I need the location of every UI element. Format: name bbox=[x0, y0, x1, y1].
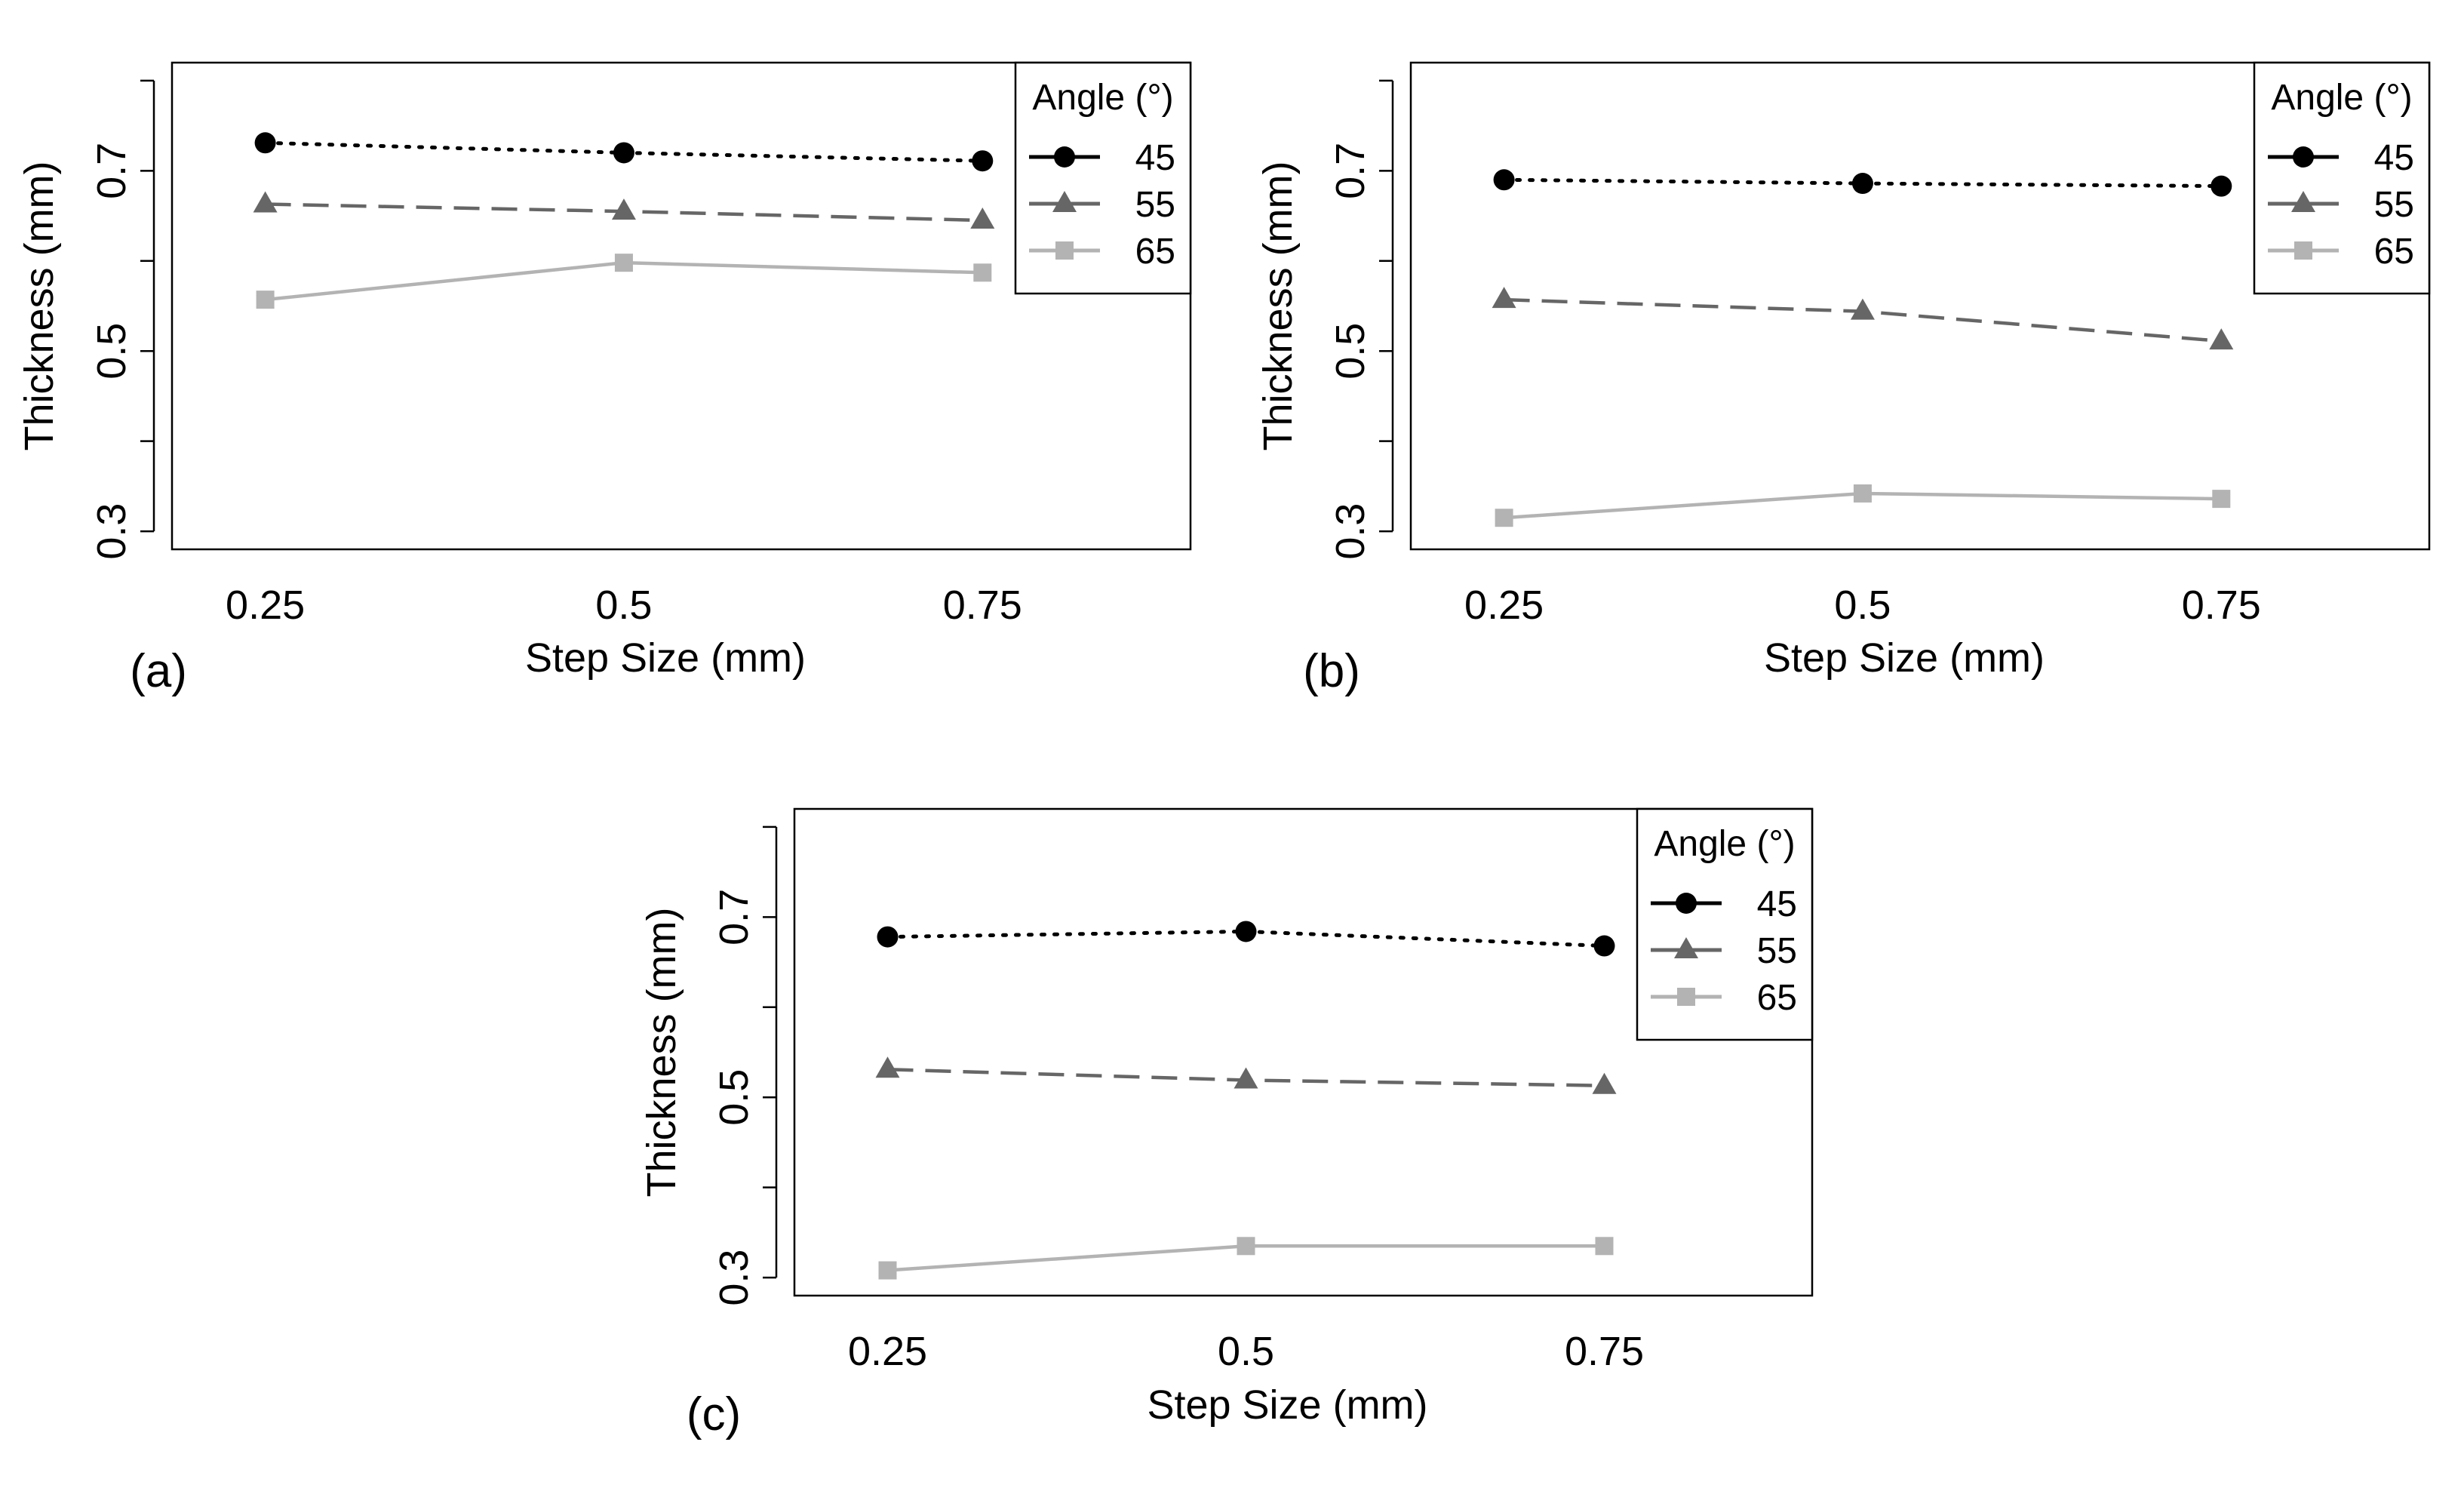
x-tick-label: 0.25 bbox=[848, 1329, 927, 1374]
data-point-65-0.5 bbox=[1237, 1237, 1255, 1256]
series-45 bbox=[1493, 169, 2232, 197]
data-point-65-0.5 bbox=[614, 254, 633, 272]
chart-panel-b: 0.3 0.5 0.7 Thickness (mm) 0.25 0.5 0.75 Step S… bbox=[1255, 61, 2431, 697]
x-axis-label: Step Size (mm) bbox=[525, 635, 806, 681]
data-point-45-0.75 bbox=[2211, 175, 2232, 197]
x-tick-label: 0.5 bbox=[1834, 583, 1891, 628]
chart-panel-c: 0.3 0.5 0.7 Thickness (mm) 0.25 0.5 0.75 Step S… bbox=[639, 807, 1814, 1440]
y-tick-label: 0.5 bbox=[89, 323, 134, 380]
legend-marker-65 bbox=[2294, 241, 2312, 260]
legend-marker-65 bbox=[1055, 241, 1074, 260]
y-tick-label: 0.3 bbox=[1328, 503, 1373, 560]
panel-label: (b) bbox=[1303, 645, 1360, 697]
data-point-65-0.25 bbox=[1495, 509, 1513, 527]
data-point-65-0.5 bbox=[1853, 484, 1872, 503]
y-tick-label: 0.7 bbox=[1328, 143, 1373, 199]
legend-marker-55 bbox=[1674, 937, 1698, 958]
legend-label-55: 55 bbox=[1757, 931, 1797, 971]
series-55 bbox=[1492, 287, 2234, 350]
x-tick-label: 0.5 bbox=[1218, 1329, 1274, 1374]
y-tick-label: 0.7 bbox=[711, 889, 757, 945]
legend: Angle (°) 45 55 65 bbox=[2253, 61, 2431, 295]
x-tick-label: 0.75 bbox=[1565, 1329, 1644, 1374]
chart-panel-a: 0.3 0.5 0.7 Thickness (mm) 0.25 0.5 0.75 Step S… bbox=[17, 61, 1192, 697]
legend-label-55: 55 bbox=[1135, 185, 1175, 225]
legend-title: Angle (°) bbox=[1654, 824, 1795, 864]
x-tick-label: 0.25 bbox=[226, 583, 305, 628]
data-point-65-0.75 bbox=[973, 263, 992, 282]
series-55 bbox=[875, 1056, 1617, 1094]
y-axis-label: Thickness (mm) bbox=[1255, 161, 1301, 450]
legend-marker-55 bbox=[1052, 191, 1077, 212]
legend-label-65: 65 bbox=[2374, 232, 2414, 272]
legend-box bbox=[1636, 807, 1814, 1041]
series-65 bbox=[256, 254, 992, 309]
legend-box bbox=[2253, 61, 2431, 295]
legend-label-45: 45 bbox=[1757, 884, 1797, 924]
series-45 bbox=[254, 132, 994, 172]
plot-frame bbox=[171, 61, 1192, 551]
legend-title: Angle (°) bbox=[2271, 78, 2412, 118]
legend: Angle (°) 45 55 65 bbox=[1636, 807, 1814, 1041]
legend-label-65: 65 bbox=[1135, 232, 1175, 272]
x-tick-label: 0.75 bbox=[943, 583, 1022, 628]
panel-label: (c) bbox=[687, 1388, 741, 1440]
y-tick-label: 0.3 bbox=[89, 503, 134, 560]
x-tick-label: 0.5 bbox=[595, 583, 652, 628]
data-point-45-0.75 bbox=[972, 150, 994, 172]
data-point-65-0.75 bbox=[1595, 1237, 1614, 1256]
legend-label-55: 55 bbox=[2374, 185, 2414, 225]
legend-marker-65 bbox=[1677, 988, 1695, 1006]
series-65 bbox=[878, 1237, 1614, 1280]
y-tick-label: 0.5 bbox=[711, 1069, 757, 1126]
legend-marker-55 bbox=[2291, 191, 2315, 212]
series-55 bbox=[253, 191, 995, 229]
data-point-65-0.25 bbox=[878, 1261, 897, 1280]
data-point-55-0.75 bbox=[970, 208, 995, 229]
plot-frame bbox=[793, 807, 1814, 1297]
series-65 bbox=[1495, 484, 2231, 527]
legend-label-45: 45 bbox=[1135, 138, 1175, 178]
data-point-45-0.25 bbox=[254, 132, 276, 154]
legend-marker-45 bbox=[2293, 146, 2314, 168]
legend: Angle (°) 45 55 65 bbox=[1014, 61, 1192, 295]
y-axis-label: Thickness (mm) bbox=[17, 161, 62, 450]
data-point-55-0.25 bbox=[1492, 287, 1516, 309]
data-point-55-0.25 bbox=[253, 191, 278, 213]
data-point-55-0.25 bbox=[875, 1056, 900, 1078]
data-point-65-0.75 bbox=[2212, 490, 2231, 509]
legend-label-65: 65 bbox=[1757, 978, 1797, 1018]
x-tick-label: 0.75 bbox=[2182, 583, 2261, 628]
data-point-65-0.25 bbox=[256, 291, 275, 309]
plot-frame bbox=[1409, 61, 2431, 551]
legend-title: Angle (°) bbox=[1032, 78, 1173, 118]
data-point-55-0.5 bbox=[611, 198, 636, 220]
data-point-45-0.75 bbox=[1593, 935, 1615, 957]
legend-label-45: 45 bbox=[2374, 138, 2414, 178]
x-axis-label: Step Size (mm) bbox=[1147, 1382, 1427, 1428]
x-axis-label: Step Size (mm) bbox=[1764, 635, 2045, 681]
data-point-45-0.25 bbox=[1493, 169, 1515, 191]
y-tick-label: 0.5 bbox=[1328, 323, 1373, 380]
series-45 bbox=[877, 921, 1615, 957]
data-point-55-0.5 bbox=[1234, 1067, 1258, 1089]
data-point-45-0.5 bbox=[613, 142, 634, 164]
data-point-45-0.5 bbox=[1235, 921, 1257, 942]
x-tick-label: 0.25 bbox=[1464, 583, 1544, 628]
legend-box bbox=[1014, 61, 1192, 295]
y-tick-label: 0.3 bbox=[711, 1250, 757, 1306]
y-tick-label: 0.7 bbox=[89, 143, 134, 199]
legend-marker-45 bbox=[1054, 146, 1075, 168]
legend-marker-45 bbox=[1676, 893, 1697, 914]
data-point-45-0.5 bbox=[1851, 173, 1873, 195]
data-point-55-0.75 bbox=[2209, 328, 2234, 350]
data-point-55-0.75 bbox=[1592, 1072, 1617, 1094]
data-point-45-0.25 bbox=[877, 926, 899, 948]
data-point-55-0.5 bbox=[1850, 298, 1875, 320]
panel-label: (a) bbox=[130, 645, 187, 697]
y-axis-label: Thickness (mm) bbox=[639, 907, 684, 1197]
